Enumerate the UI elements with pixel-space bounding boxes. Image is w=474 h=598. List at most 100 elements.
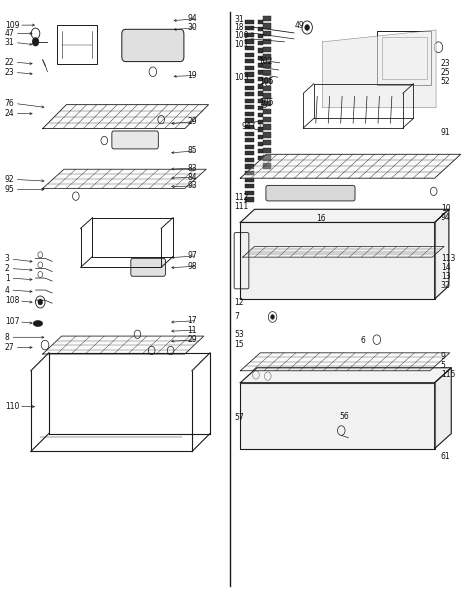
Polygon shape — [43, 336, 204, 354]
Text: 29: 29 — [187, 117, 197, 126]
Bar — [258, 41, 263, 45]
Bar — [263, 78, 271, 83]
Text: 56: 56 — [339, 411, 349, 421]
Text: 17: 17 — [187, 316, 197, 325]
Bar — [263, 23, 271, 29]
Polygon shape — [435, 209, 449, 299]
Text: 115: 115 — [441, 370, 455, 379]
Text: 83: 83 — [187, 163, 197, 173]
Text: 31: 31 — [235, 14, 244, 24]
Text: 91: 91 — [441, 127, 450, 137]
Text: 94: 94 — [242, 121, 252, 131]
Bar — [263, 16, 271, 21]
Text: 53: 53 — [235, 329, 245, 339]
Bar — [258, 113, 263, 117]
Bar — [245, 151, 254, 155]
Bar — [258, 20, 263, 24]
Text: 98: 98 — [187, 261, 197, 271]
Text: 7: 7 — [235, 312, 239, 322]
Text: 97: 97 — [187, 251, 197, 261]
Text: 49: 49 — [295, 20, 305, 30]
Bar — [382, 37, 427, 79]
Text: 19: 19 — [187, 71, 197, 80]
Text: 15: 15 — [235, 340, 244, 349]
Bar — [263, 86, 271, 91]
Text: 94: 94 — [187, 14, 197, 23]
Text: 110: 110 — [5, 402, 19, 411]
Bar — [263, 163, 271, 169]
Bar — [263, 132, 271, 138]
Bar — [258, 156, 263, 160]
Text: 111: 111 — [235, 202, 249, 212]
Text: 23: 23 — [441, 59, 450, 69]
Polygon shape — [435, 368, 451, 448]
Text: 94: 94 — [441, 213, 451, 222]
Text: 22: 22 — [5, 57, 14, 67]
Bar — [245, 164, 254, 169]
Bar — [263, 62, 271, 68]
Bar — [263, 31, 271, 36]
Text: 101: 101 — [235, 39, 249, 49]
Bar — [258, 135, 263, 139]
Bar — [245, 138, 254, 142]
Bar — [258, 142, 263, 146]
Bar — [258, 63, 263, 67]
Text: 8: 8 — [5, 332, 9, 342]
Bar — [245, 46, 254, 50]
FancyBboxPatch shape — [131, 258, 165, 276]
Bar — [263, 70, 271, 75]
Text: 84: 84 — [187, 172, 197, 182]
Bar — [263, 39, 271, 44]
Bar — [263, 93, 271, 99]
Text: 76: 76 — [5, 99, 15, 108]
Text: 105: 105 — [259, 77, 274, 87]
Text: 92: 92 — [5, 175, 14, 184]
Text: 14: 14 — [441, 263, 450, 273]
Bar — [263, 140, 271, 145]
Text: 12: 12 — [235, 298, 244, 307]
Bar — [245, 59, 254, 63]
Bar — [263, 117, 271, 122]
Text: 24: 24 — [5, 109, 14, 118]
Bar — [263, 54, 271, 60]
Text: 25: 25 — [441, 68, 450, 78]
Bar — [240, 222, 435, 299]
Text: 109: 109 — [5, 20, 19, 30]
Bar — [245, 20, 254, 24]
Bar — [245, 178, 254, 182]
Text: 112: 112 — [235, 193, 249, 203]
Bar — [245, 39, 254, 44]
Text: 61: 61 — [441, 452, 450, 462]
Text: 13: 13 — [441, 272, 450, 282]
Polygon shape — [240, 209, 449, 222]
Bar — [245, 158, 254, 162]
Bar — [245, 105, 254, 109]
Bar — [258, 48, 263, 53]
Text: 2: 2 — [5, 264, 9, 273]
FancyBboxPatch shape — [122, 29, 184, 62]
Text: 30: 30 — [187, 23, 197, 32]
Bar — [258, 70, 263, 74]
Text: 113: 113 — [441, 254, 455, 264]
Bar — [258, 77, 263, 81]
Bar — [245, 33, 254, 37]
Bar — [258, 149, 263, 153]
Bar — [245, 118, 254, 123]
Text: 27: 27 — [5, 343, 14, 352]
Bar — [240, 383, 435, 448]
Bar — [263, 47, 271, 52]
Bar — [377, 31, 431, 85]
Bar — [258, 27, 263, 31]
Bar — [245, 145, 254, 149]
Bar — [263, 109, 271, 114]
Text: 31: 31 — [5, 38, 14, 47]
Text: 29: 29 — [187, 335, 197, 344]
Text: 23: 23 — [5, 68, 14, 77]
Text: 100: 100 — [235, 31, 249, 41]
Text: 85: 85 — [187, 146, 197, 155]
Text: 5: 5 — [441, 361, 446, 370]
Text: 16: 16 — [317, 213, 326, 223]
Bar — [258, 56, 263, 60]
Bar — [245, 92, 254, 96]
Polygon shape — [322, 30, 436, 108]
